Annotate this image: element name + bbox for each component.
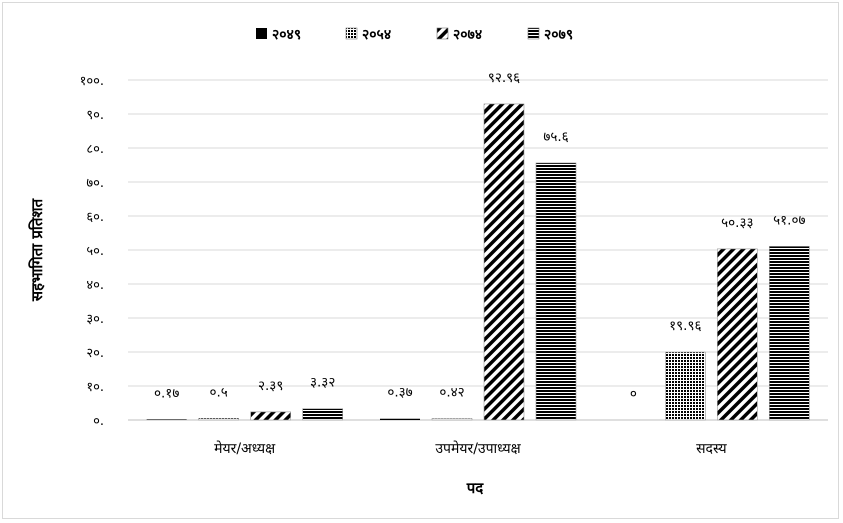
y-axis-title: सहभागिता प्रतिशत (28, 197, 46, 302)
bar-२०७९-0 (302, 408, 343, 421)
bars (146, 103, 810, 421)
legend-swatch-solid (256, 28, 267, 39)
y-tick-label: ४०. (86, 278, 104, 293)
legend: २०४९ २०५४ २०७४ २०७९ (256, 27, 573, 43)
y-tick-label: ७०. (86, 176, 104, 191)
data-label: ५१.०७ (773, 212, 805, 228)
data-label: ०.५ (209, 384, 227, 400)
y-tick-label: १०. (86, 380, 104, 395)
data-label: ३.३२ (310, 375, 335, 391)
bar-२०५४-2 (665, 351, 706, 421)
bar-२०७४-1 (483, 103, 525, 421)
data-label: ९२.९६ (488, 70, 520, 86)
legend-label: २०४९ (272, 27, 301, 43)
data-label: ०.३७ (387, 385, 412, 401)
legend-label: २०७४ (453, 27, 482, 43)
data-label: ०.४२ (439, 385, 464, 401)
y-tick-label: ५०. (86, 244, 104, 259)
y-axis-ticks: ०. १०. २०. ३०. ४०. ५०. ६०. ७०. ८०. ९०. १००. (80, 74, 104, 429)
data-label: ७५.६ (543, 129, 568, 145)
legend-swatch-diagonal (436, 27, 449, 40)
data-label: ० (630, 386, 637, 402)
data-labels: ०.१७ ०.५ २.३९ ३.३२ ०.३७ ०.४२ ९२.९६ ७५.६ ० १९.९६ ५०… (154, 70, 806, 402)
x-category-label: मेयर/अध्यक्ष (214, 440, 276, 457)
legend-label: २०५४ (362, 27, 391, 43)
bar-२०५४-1 (431, 418, 473, 421)
bar-२०७९-1 (535, 162, 577, 421)
bar-२०४९-1 (380, 418, 420, 420)
data-label: ०.१७ (154, 385, 179, 401)
bar-२०७४-0 (250, 411, 291, 421)
y-tick-label: २०. (86, 346, 104, 361)
y-tick-label: ६०. (86, 210, 104, 225)
data-label: २.३९ (258, 378, 283, 394)
y-tick-label: ३०. (86, 312, 104, 327)
x-category-label: उपमेयर/उपाध्यक्ष (435, 440, 521, 457)
x-axis-categories: मेयर/अध्यक्ष उपमेयर/उपाध्यक्ष सदस्य (214, 440, 727, 457)
y-tick-label: १००. (80, 74, 104, 89)
bar-२०४९-0 (146, 419, 187, 420)
y-tick-label: ८०. (86, 142, 104, 157)
data-label: १९.९६ (669, 318, 701, 334)
x-category-label: सदस्य (696, 441, 727, 457)
y-tick-label: ०. (93, 414, 104, 429)
bar-२०५४-0 (198, 417, 239, 421)
y-tick-label: ९०. (86, 108, 104, 123)
data-label: ५०.३३ (721, 215, 753, 231)
x-axis-title: पद (466, 479, 485, 497)
legend-swatch-horizontal (527, 27, 540, 40)
legend-swatch-checker (345, 27, 358, 40)
bar-२०७४-2 (717, 248, 758, 421)
bar-२०७९-2 (769, 246, 810, 421)
legend-label: २०७९ (544, 27, 573, 43)
gridlines (128, 79, 828, 421)
